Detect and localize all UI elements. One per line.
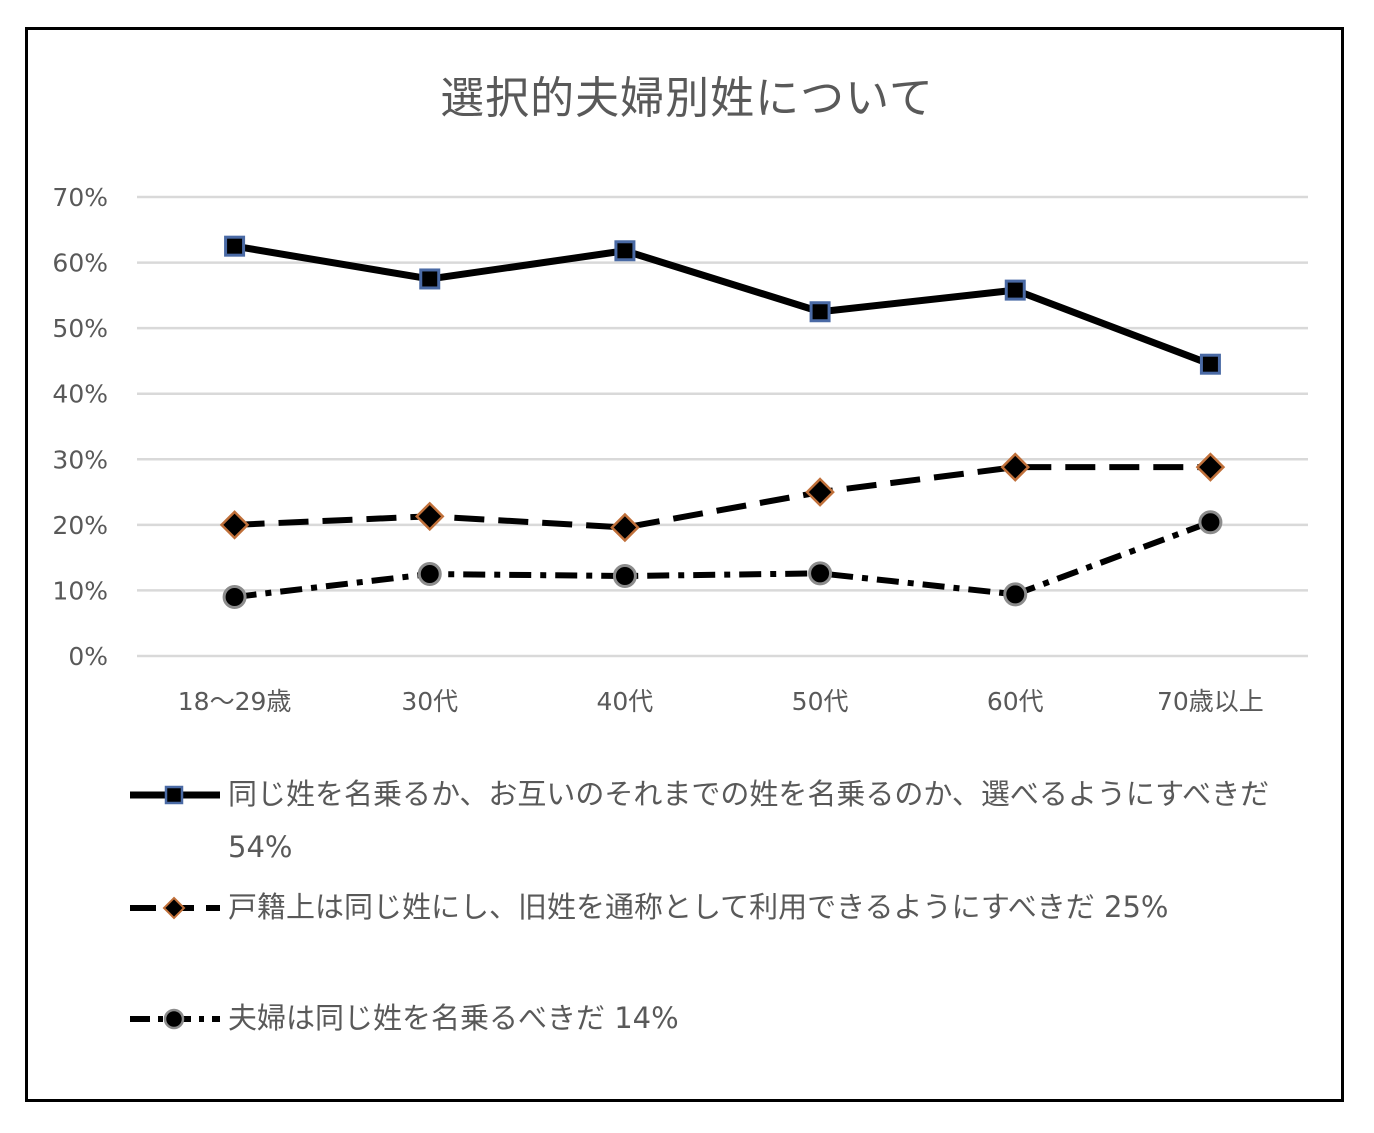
y-tick-label: 50% [52, 314, 108, 343]
series-1-point [614, 240, 636, 262]
legend-swatch-solid-square [130, 785, 220, 805]
series-2-point [414, 501, 445, 532]
series-3-point [222, 584, 247, 609]
legend-label-2: 戸籍上は同じ姓にし、旧姓を通称として利用できるようにすべきだ 25% [228, 890, 1169, 924]
y-tick-label: 10% [52, 576, 108, 605]
x-tick-label: 70歳以上 [1157, 687, 1264, 716]
legend-item-1: 同じ姓を名乗るか、お互いのそれまでの姓を名乗るのか、選べるようにすべきだ 54% [128, 768, 1278, 878]
y-tick-label: 60% [52, 249, 108, 278]
series-line-1 [234, 242, 1212, 368]
series-1-point [1199, 353, 1221, 375]
series-1-point [224, 235, 246, 257]
series-2-point [1195, 452, 1226, 482]
x-tick-label: 40代 [597, 687, 654, 716]
series-markers [219, 235, 1226, 609]
y-tick-label: 20% [52, 511, 108, 540]
series-2-point [610, 512, 640, 543]
series-line-3 [234, 519, 1212, 600]
y-axis-ticks: 0% 10% 20% 30% 40% 50% 60% 70% [52, 183, 108, 671]
series-line-2 [234, 464, 1211, 531]
y-tick-label: 30% [52, 445, 108, 474]
series-1-point [1004, 279, 1026, 301]
series-lines [234, 242, 1212, 600]
legend-label-3: 夫婦は同じ姓を名乗るべきだ 14% [228, 1001, 679, 1035]
legend-swatch-dotdash-circle [130, 1008, 220, 1030]
series-3-point [808, 561, 833, 586]
legend-item-2: 戸籍上は同じ姓にし、旧姓を通称として利用できるようにすべきだ 25% [128, 881, 1278, 934]
series-3-point [1198, 510, 1223, 535]
legend-label-1: 同じ姓を名乗るか、お互いのそれまでの姓を名乗るのか、選べるようにすべきだ 54% [228, 777, 1270, 864]
x-tick-label: 18〜29歳 [178, 687, 292, 716]
x-tick-label: 30代 [401, 687, 458, 716]
x-tick-label: 60代 [987, 687, 1044, 716]
x-axis-ticks: 18〜29歳 30代 40代 50代 60代 70歳以上 [178, 687, 1264, 716]
legend-item-3: 夫婦は同じ姓を名乗るべきだ 14% [128, 992, 1278, 1045]
y-tick-label: 40% [52, 380, 108, 409]
series-3-point [1003, 582, 1028, 607]
y-tick-label: 70% [52, 183, 108, 212]
legend-swatch-dashed-diamond [130, 896, 220, 920]
chart-frame [25, 27, 1344, 1102]
x-tick-label: 50代 [792, 687, 849, 716]
series-1-point [419, 268, 441, 290]
y-tick-label: 0% [68, 642, 108, 671]
series-2-point [805, 477, 835, 507]
chart-title: 選択的夫婦別姓について [440, 73, 934, 124]
series-3-point [612, 564, 637, 589]
series-2-point [1000, 452, 1031, 482]
series-3-point [417, 562, 442, 587]
series-2-point [219, 510, 250, 540]
series-1-point [809, 301, 831, 323]
